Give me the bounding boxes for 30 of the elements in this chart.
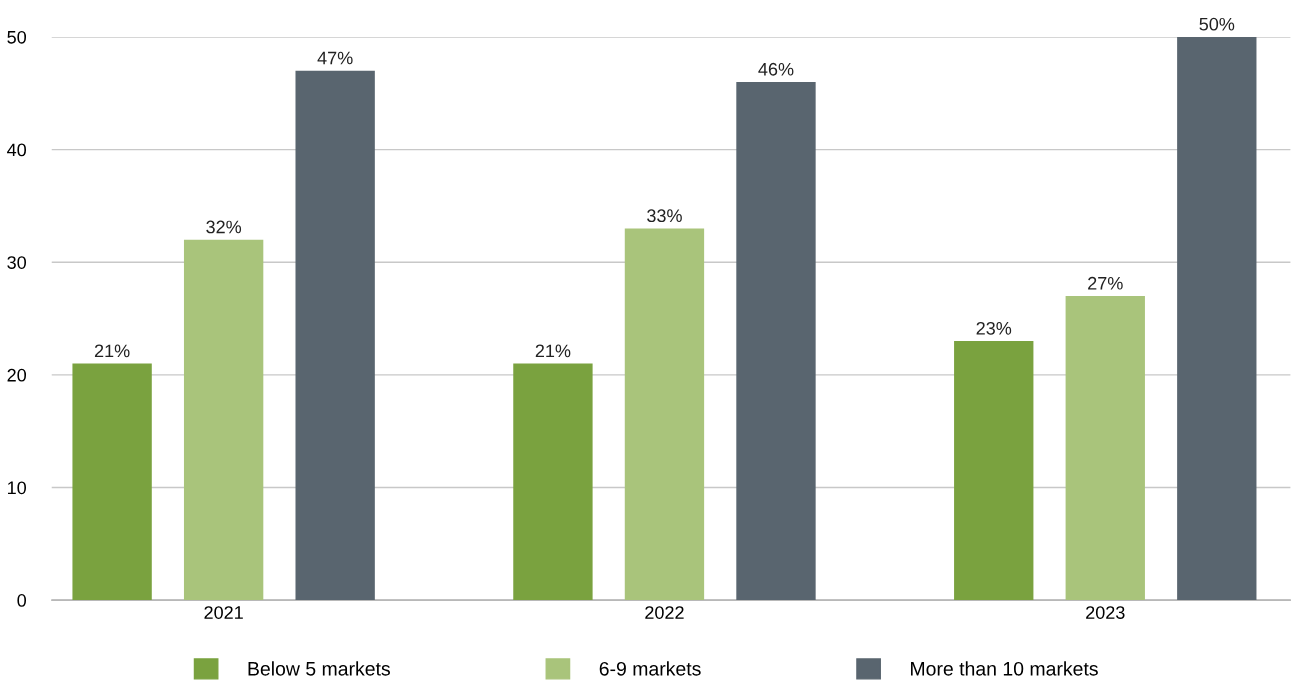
bar <box>183 239 264 601</box>
data-label: 33% <box>647 209 682 223</box>
data-label: 27% <box>1088 276 1123 290</box>
x-tick-label: 2023 <box>1086 606 1125 619</box>
x-tick-label: 2022 <box>645 606 684 619</box>
legend-label: 6-9 markets <box>599 661 701 676</box>
y-tick-label: 50 <box>7 30 27 44</box>
data-label: 21% <box>535 344 571 358</box>
y-tick-label: 40 <box>7 143 27 157</box>
bar <box>1065 296 1145 601</box>
data-label: 46% <box>758 62 794 76</box>
legend-label: More than 10 markets <box>911 661 1098 676</box>
y-tick-label: 30 <box>7 256 27 269</box>
legend-label: Below 5 markets <box>248 661 390 676</box>
y-tick-label: 10 <box>8 481 27 495</box>
bar <box>1177 36 1257 601</box>
bar <box>72 363 152 601</box>
bar <box>513 363 593 601</box>
bar <box>624 228 705 601</box>
data-label: 32% <box>206 220 242 234</box>
bar <box>736 82 816 601</box>
bar <box>295 70 375 601</box>
data-label: 50% <box>1199 17 1235 31</box>
data-label: 47% <box>317 51 353 65</box>
y-tick-label: 0 <box>17 594 27 607</box>
x-tick-label: 2021 <box>204 606 243 619</box>
data-label: 23% <box>976 321 1012 335</box>
y-tick-label: 20 <box>7 368 27 382</box>
data-label: 21% <box>94 344 130 358</box>
bar <box>954 341 1034 601</box>
